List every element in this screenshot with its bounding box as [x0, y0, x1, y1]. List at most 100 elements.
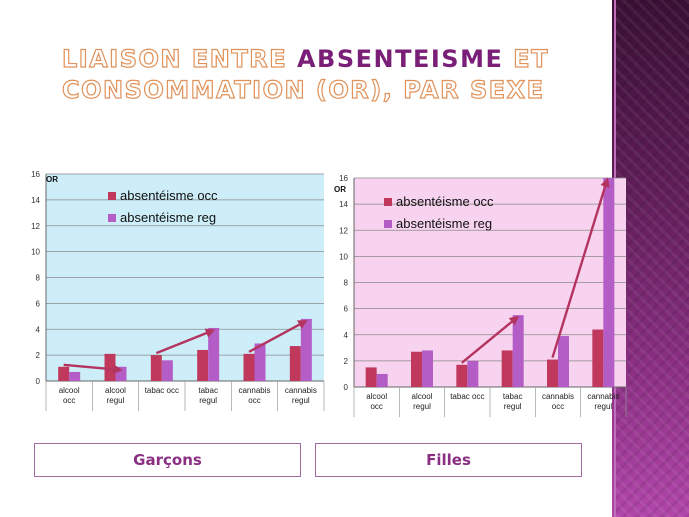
y-tick-label: 10 [339, 252, 348, 261]
title-part2: et consommation (OR), par sexe [61, 44, 549, 104]
bar-occ [289, 346, 301, 381]
x-tick-label-line: regul [107, 396, 125, 405]
x-tick-label: cannabis regul [587, 392, 619, 411]
bar-reg [376, 373, 388, 387]
legend-label: absentéisme occ [120, 188, 218, 203]
y-tick-label: 8 [36, 274, 41, 283]
x-tick-label: tabac occ [450, 392, 484, 401]
legend-swatch [108, 214, 116, 222]
bar-occ [501, 350, 513, 387]
x-tick-label: tabac regul [503, 392, 523, 411]
title-part1: Liaison entre [61, 44, 288, 73]
bar-reg [422, 350, 433, 387]
bar-reg [558, 336, 569, 387]
x-tick-label-line: tabac occ [145, 386, 179, 395]
legend-label: absentéisme reg [120, 210, 216, 225]
x-tick-label: alcool regul [105, 386, 126, 405]
bar-occ [411, 351, 422, 387]
x-tick-label: tabac regul [198, 386, 218, 405]
chart-girls: 0 2 4 6 8 10 12 14 16 alcool occ alcool regul tabac o… [330, 172, 627, 422]
x-tick-label-line: alcool [412, 392, 433, 401]
bar-occ [58, 366, 70, 381]
trend-arrow [155, 328, 216, 355]
x-tick-label-line: regul [594, 402, 612, 411]
bar-occ [150, 355, 162, 381]
y-tick-label: 16 [31, 170, 40, 179]
bar-reg [300, 318, 312, 381]
bar-reg [161, 360, 173, 381]
x-tick-label-line: cannabis [542, 392, 574, 401]
bar-reg [69, 371, 81, 381]
y-tick-label: 0 [36, 377, 41, 386]
y-tick-label: 12 [339, 226, 348, 235]
x-tick-label-line: occ [552, 402, 564, 411]
title-highlight: absenteisme [296, 45, 504, 73]
bar-reg [512, 315, 524, 387]
trend-arrow [63, 363, 123, 375]
legend-label: absentéisme reg [396, 216, 492, 231]
x-tick-label-line: tabac occ [450, 392, 484, 401]
x-tick-label: alcool occ [59, 386, 80, 405]
x-tick-label: cannabis occ [542, 392, 574, 411]
y-axis-label: OR [334, 185, 346, 194]
y-tick-label: 2 [344, 357, 349, 366]
y-tick-label: 12 [31, 222, 40, 231]
legend-swatch [384, 220, 392, 228]
bar-occ [104, 353, 116, 381]
bar-reg [467, 360, 479, 387]
legend-swatch [384, 198, 392, 206]
x-tick-label-line: alcool [59, 386, 80, 395]
bar-occ [365, 367, 377, 387]
decorative-side-pattern [616, 0, 689, 517]
y-tick-label: 14 [31, 196, 40, 205]
x-tick-label-line: tabac [503, 392, 523, 401]
bar-reg [254, 343, 266, 381]
x-tick-label-line: regul [199, 396, 217, 405]
trend-arrow [461, 315, 520, 364]
y-tick-label: 10 [31, 248, 40, 257]
x-tick-label-line: regul [413, 402, 431, 411]
bar-occ [197, 349, 209, 381]
x-tick-label: alcool regul [412, 392, 433, 411]
trend-arrow [551, 177, 610, 358]
x-tick-label-line: regul [292, 396, 310, 405]
bar-reg [603, 178, 615, 387]
x-tick-label-line: cannabis [285, 386, 317, 395]
bar-occ [547, 359, 558, 387]
x-tick-label-line: regul [504, 402, 522, 411]
x-tick-label: alcool occ [366, 392, 387, 411]
x-tick-label-line: occ [63, 396, 75, 405]
x-tick-label-line: tabac [198, 386, 218, 395]
y-tick-label: 14 [339, 200, 348, 209]
x-tick-label-line: occ [370, 402, 382, 411]
y-tick-label: 2 [36, 351, 41, 360]
label-boys: Garçons [34, 443, 301, 477]
y-tick-label: 0 [344, 383, 349, 392]
y-tick-label: 16 [339, 174, 348, 183]
x-tick-label: cannabis occ [238, 386, 270, 405]
y-tick-label: 6 [36, 299, 41, 308]
y-tick-label: 4 [344, 331, 349, 340]
x-tick-label-line: cannabis [238, 386, 270, 395]
y-tick-label: 8 [344, 279, 349, 288]
bar-reg [208, 327, 220, 381]
x-tick-label-line: occ [248, 396, 260, 405]
slide-title: Liaison entre absenteisme et consommatio… [61, 44, 582, 106]
y-axis-label: OR [46, 175, 58, 184]
chart-boys: 0 2 4 6 8 10 12 14 16 alcool occ alcool regul tabac o… [22, 168, 325, 418]
bar-occ [592, 329, 604, 387]
x-tick-label-line: alcool [366, 392, 387, 401]
y-tick-label: 4 [36, 325, 41, 334]
y-tick-label: 6 [344, 305, 349, 314]
x-tick-label-line: alcool [105, 386, 126, 395]
label-girls: Filles [315, 443, 582, 477]
legend-swatch [108, 192, 116, 200]
x-tick-label: cannabis regul [285, 386, 317, 405]
bar-occ [243, 353, 255, 381]
x-tick-label: tabac occ [145, 386, 179, 395]
trend-arrow [248, 320, 308, 353]
legend-label: absentéisme occ [396, 194, 494, 209]
x-tick-label-line: cannabis [587, 392, 619, 401]
